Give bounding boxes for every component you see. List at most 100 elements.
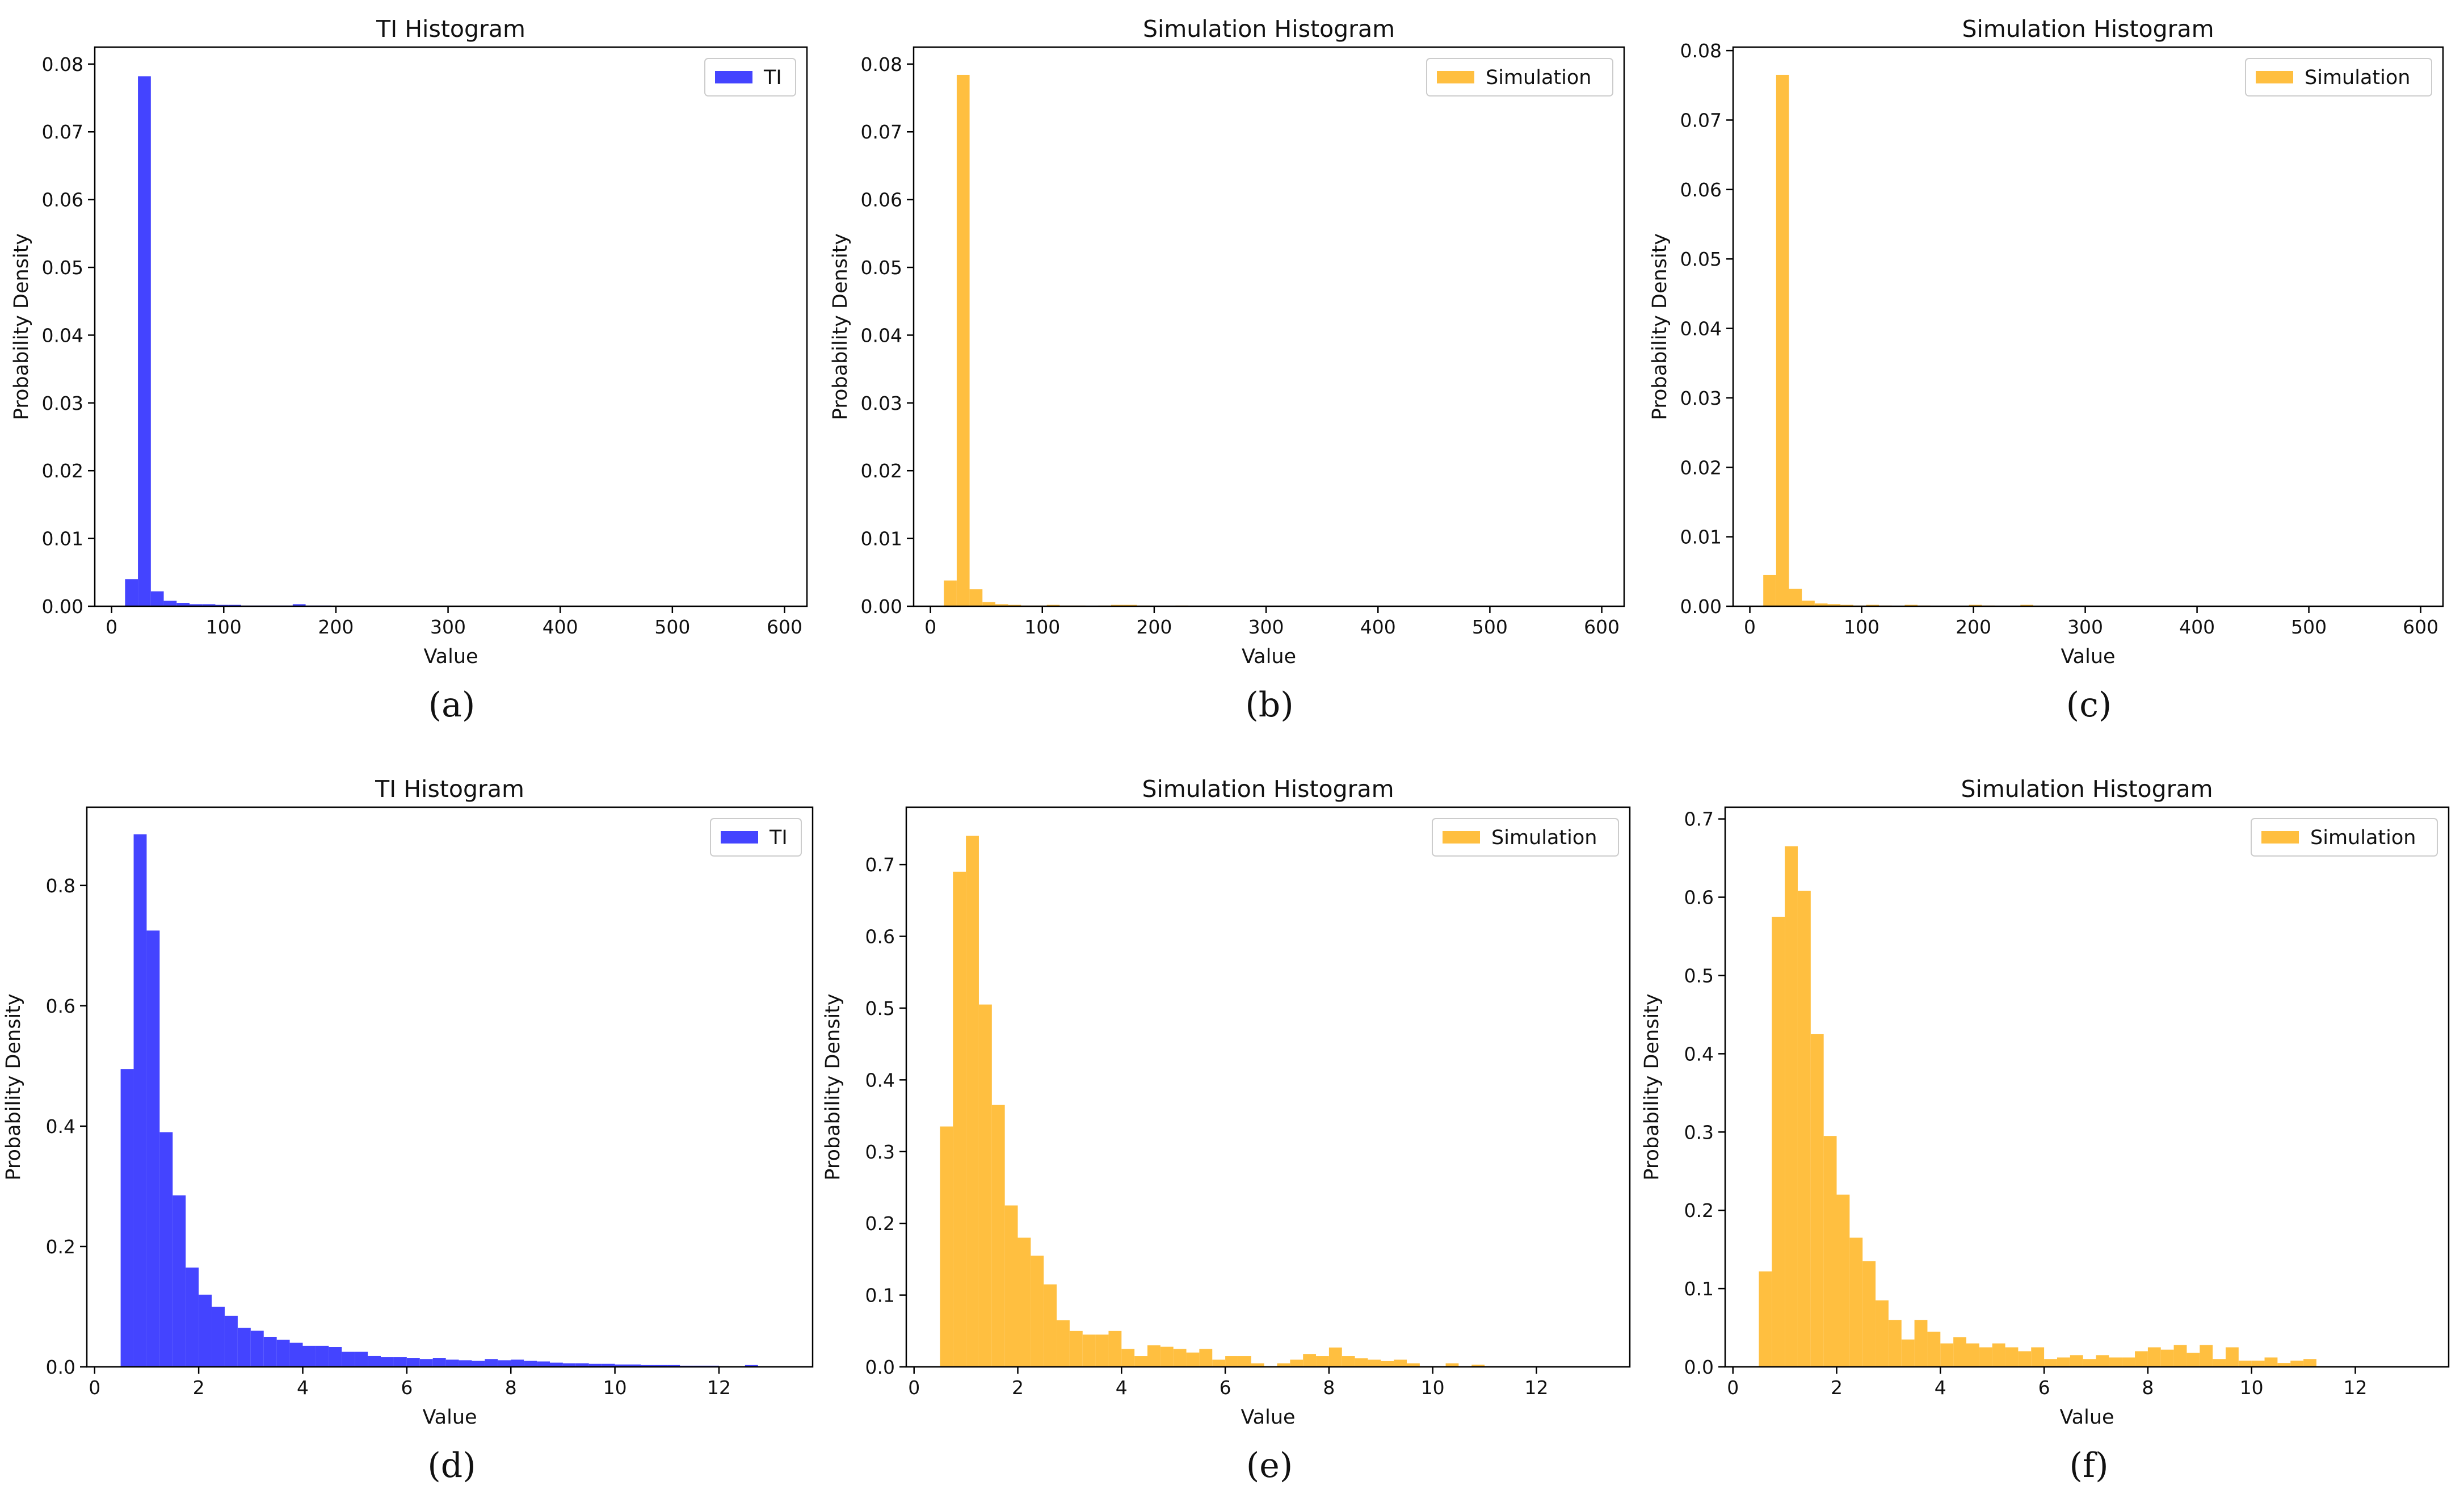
y-tick-label: 0.04 <box>42 324 83 346</box>
histogram-bar <box>1763 574 1776 606</box>
histogram-bar <box>302 1345 316 1367</box>
histogram-bar <box>1199 1349 1213 1367</box>
y-tick-label: 0.1 <box>865 1285 895 1307</box>
histogram-bar <box>1121 1349 1135 1367</box>
histogram-bar <box>1134 1356 1147 1367</box>
histogram-bar <box>1017 1237 1031 1367</box>
histogram-bar <box>432 1358 446 1367</box>
histogram-bar <box>1772 917 1785 1367</box>
histogram-bar <box>944 580 957 606</box>
x-tick-label: 8 <box>505 1377 517 1399</box>
x-tick-label: 300 <box>1248 616 1284 638</box>
legend-label: Simulation <box>1486 66 1591 89</box>
histogram-bar <box>355 1352 368 1367</box>
histogram-bar <box>1394 1359 1407 1367</box>
y-tick-label: 0.0 <box>46 1356 75 1378</box>
y-tick-label: 0.0 <box>865 1356 895 1378</box>
histogram-bar <box>2303 1359 2316 1367</box>
y-tick-label: 0.07 <box>861 121 902 143</box>
plot-frame <box>86 806 814 1368</box>
histogram-bar <box>199 1294 212 1367</box>
histogram-bar <box>1251 1363 1264 1367</box>
x-tick-label: 8 <box>1323 1377 1335 1399</box>
histogram-bar <box>1147 1345 1160 1367</box>
histogram-bar <box>969 589 983 606</box>
histogram-bar <box>2238 1360 2252 1367</box>
chart-title: TI Histogram <box>376 15 525 43</box>
y-axis-label: Probability Density <box>822 993 844 1180</box>
y-tick-label: 0.02 <box>42 460 83 482</box>
histogram-bar <box>393 1357 407 1367</box>
histogram-bar <box>982 602 995 606</box>
histogram-bar <box>2147 1347 2161 1367</box>
histogram-bar <box>1095 1335 1109 1367</box>
histogram-bar <box>956 74 970 606</box>
y-tick-label: 0.06 <box>861 189 902 211</box>
histogram-bar <box>1849 1237 1863 1367</box>
histogram-bar <box>1277 1363 1290 1367</box>
x-tick-label: 200 <box>1956 616 1991 638</box>
x-tick-label: 4 <box>1935 1377 1946 1399</box>
histogram-bar <box>1814 603 1828 606</box>
x-axis-label: Value <box>422 1406 477 1429</box>
x-tick-label: 600 <box>1584 616 1620 638</box>
y-tick-label: 0.04 <box>861 324 902 346</box>
histogram-bar <box>2187 1353 2200 1367</box>
x-tick-label: 0 <box>89 1377 100 1399</box>
x-tick-label: 0 <box>106 616 117 638</box>
histogram-bar <box>1160 1346 1174 1367</box>
legend-swatch <box>1437 71 1474 83</box>
plot-frame <box>1724 806 2450 1368</box>
y-tick-label: 0.07 <box>1680 109 1722 131</box>
x-tick-label: 400 <box>2179 616 2215 638</box>
y-tick-label: 0.6 <box>1684 887 1714 909</box>
x-tick-label: 8 <box>2142 1377 2154 1399</box>
x-tick-label: 400 <box>1360 616 1396 638</box>
y-tick-label: 0.1 <box>1684 1278 1714 1300</box>
legend: Simulation <box>2245 58 2432 96</box>
y-tick-label: 0.00 <box>42 595 83 618</box>
chart-title: Simulation Histogram <box>1962 15 2214 43</box>
x-tick-label: 300 <box>2067 616 2103 638</box>
histogram-bar <box>2005 1347 2019 1367</box>
legend-box <box>1432 818 1619 857</box>
histogram-bar <box>575 1363 589 1367</box>
histogram-bar <box>2135 1351 2148 1367</box>
plot-frame <box>913 46 1625 607</box>
histogram-bar <box>1368 1359 1381 1367</box>
histogram-bar <box>978 1004 992 1367</box>
histogram-bar <box>224 1315 238 1367</box>
histogram-bar <box>991 1105 1005 1367</box>
plot-frame <box>94 46 808 607</box>
histogram-bar <box>190 604 203 606</box>
histogram-bar <box>2173 1345 2187 1367</box>
histogram-bar <box>120 1069 134 1367</box>
histogram-bar <box>524 1361 537 1367</box>
x-tick-label: 2 <box>193 1377 205 1399</box>
histogram-bar <box>289 1342 303 1367</box>
legend-swatch <box>2256 71 2293 83</box>
histogram-bar <box>940 1126 953 1367</box>
y-tick-label: 0.08 <box>1680 40 1722 62</box>
histogram-bar <box>485 1359 498 1367</box>
histogram-bar <box>212 1306 225 1367</box>
x-tick-label: 2 <box>1012 1377 1024 1399</box>
x-tick-label: 10 <box>2240 1377 2264 1399</box>
y-tick-label: 0.2 <box>46 1236 75 1258</box>
histogram-bar <box>1966 1343 1979 1367</box>
histogram-bar <box>2264 1357 2278 1367</box>
chart-title: Simulation Histogram <box>1142 775 1394 803</box>
chart-panel-d: 0 2 4 6 8 10 12 0.0 0.2 0.4 0.6 0.8 TI Histogram Valu… <box>2 775 814 1486</box>
y-tick-label: 0.2 <box>1684 1199 1714 1222</box>
histogram-bar <box>667 1365 680 1367</box>
histogram-bar <box>1004 1205 1018 1367</box>
x-tick-label: 6 <box>1220 1377 1231 1399</box>
histogram-bar <box>133 834 147 1367</box>
y-axis-label: Probability Density <box>1641 993 1663 1180</box>
x-tick-label: 200 <box>318 616 354 638</box>
histogram-bar <box>2018 1351 2032 1367</box>
histogram-bar <box>1186 1352 1200 1367</box>
chart-panel-c: 0 100 200 300 400 500 600 0.00 0.01 0.02 0.03 0.04 0… <box>1649 15 2444 725</box>
histogram-bar <box>1979 1347 1992 1367</box>
legend: Simulation <box>1426 58 1613 96</box>
